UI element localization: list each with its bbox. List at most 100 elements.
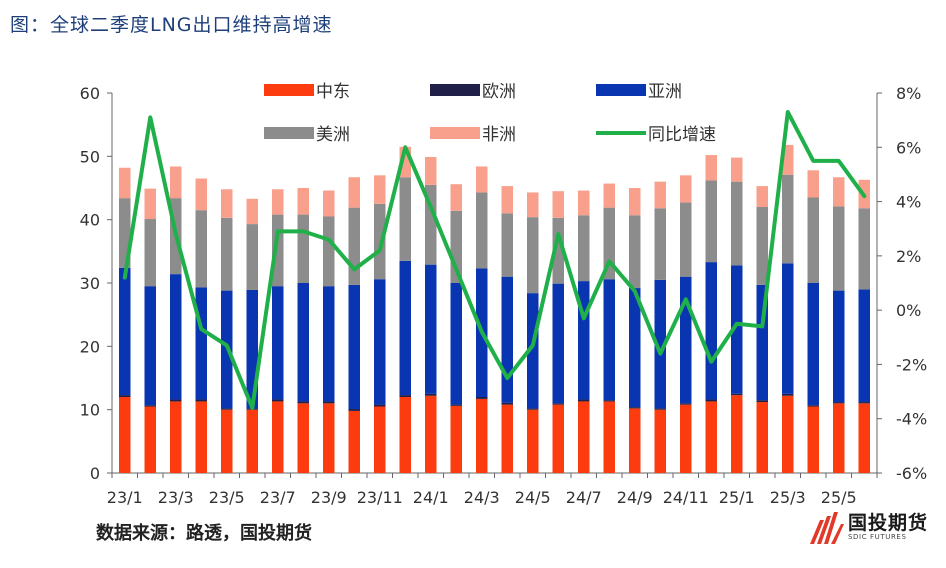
bar-segment xyxy=(144,219,156,287)
bar-segment xyxy=(501,404,513,473)
bar-segment xyxy=(603,207,615,280)
bar-segment xyxy=(425,393,437,396)
legend-swatch xyxy=(430,84,480,96)
legend-label: 同比增速 xyxy=(648,125,716,145)
bar-segment xyxy=(807,405,819,407)
legend-label: 非洲 xyxy=(482,125,516,145)
source-note: 数据来源：路透，国投期货 xyxy=(96,523,312,544)
bar-segment xyxy=(858,208,870,290)
bar-segment xyxy=(221,408,233,410)
bar-segment xyxy=(807,406,819,473)
y2-tick-label: 6% xyxy=(896,138,921,157)
bar-segment xyxy=(323,190,335,217)
x-tick-label: 23/7 xyxy=(260,488,296,507)
bar-segment xyxy=(782,263,794,394)
bar-segment xyxy=(297,401,309,404)
bar-segment xyxy=(195,178,207,211)
bar-segment xyxy=(170,399,182,402)
bar-segment xyxy=(348,177,360,208)
bar-segment xyxy=(119,167,131,199)
bar-segment xyxy=(629,408,641,473)
bar-segment xyxy=(246,289,258,409)
bar-segment xyxy=(782,144,794,175)
bar-segment xyxy=(833,290,845,403)
bar-segment xyxy=(476,192,488,269)
bar-segment xyxy=(425,395,437,473)
bar-segment xyxy=(399,397,411,473)
bar-segment xyxy=(552,404,564,473)
bar-segment xyxy=(399,177,411,261)
bar-segment xyxy=(374,279,386,405)
bar-segment xyxy=(399,395,411,397)
bar-segment xyxy=(323,403,335,473)
bar-segment xyxy=(705,180,717,263)
bar-segment xyxy=(272,214,284,287)
bar-segment xyxy=(272,189,284,215)
legend-swatch xyxy=(596,84,646,96)
bar-segment xyxy=(119,395,131,397)
bar-segment xyxy=(144,405,156,407)
bar-segment xyxy=(833,403,845,473)
y2-tick-label: -4% xyxy=(896,410,927,429)
bar-segment xyxy=(425,184,437,265)
bar-segment xyxy=(578,215,590,282)
bar-segment xyxy=(323,401,335,404)
bar-segment xyxy=(603,279,615,401)
page-title: 图：全球二季度LNG出口维持高增速 xyxy=(10,14,333,36)
bar-segment xyxy=(705,399,717,402)
bar-segment xyxy=(603,401,615,473)
bar-segment xyxy=(756,207,768,285)
bar-segment xyxy=(272,399,284,402)
bar-segment xyxy=(348,207,360,285)
bar-segment xyxy=(680,404,692,473)
bar-segment xyxy=(731,157,743,182)
y-tick-label: 20 xyxy=(80,337,100,356)
legend-label: 亚洲 xyxy=(648,82,682,102)
x-tick-label: 24/5 xyxy=(515,488,551,507)
bar-segment xyxy=(680,202,692,277)
bar-segment xyxy=(399,260,411,396)
bar-segment xyxy=(221,409,233,473)
bar-segment xyxy=(450,283,462,405)
bar-segment xyxy=(323,286,335,402)
bar-segment xyxy=(170,401,182,473)
bar-segment xyxy=(858,403,870,473)
bar-segment xyxy=(603,183,615,208)
y-tick-label: 60 xyxy=(80,84,100,103)
x-tick-label: 24/11 xyxy=(663,488,709,507)
bar-segment xyxy=(705,155,717,181)
bar-segment xyxy=(527,293,539,409)
bar-segment xyxy=(195,210,207,288)
bar-segment xyxy=(680,175,692,203)
bar-segment xyxy=(782,395,794,473)
bar-segment xyxy=(705,401,717,473)
bar-segment xyxy=(833,177,845,207)
bar-segment xyxy=(374,175,386,204)
bar-segment xyxy=(195,401,207,473)
x-tick-label: 23/1 xyxy=(107,488,143,507)
legend-swatch xyxy=(264,84,314,96)
bar-segment xyxy=(450,405,462,473)
bar-segment xyxy=(756,186,768,207)
bar-segment xyxy=(144,406,156,473)
x-tick-label: 25/5 xyxy=(821,488,857,507)
bar-segment xyxy=(246,409,258,473)
bar-segment xyxy=(858,289,870,403)
bar-segment xyxy=(374,203,386,280)
bar-segment xyxy=(144,188,156,220)
sdic-logo-icon xyxy=(810,512,844,544)
bar-segment xyxy=(858,402,870,404)
bar-segment xyxy=(144,286,156,406)
bar-segment xyxy=(654,208,666,280)
y-tick-label: 0 xyxy=(90,464,100,483)
bar-segment xyxy=(833,402,845,404)
bar-segment xyxy=(680,276,692,404)
x-tick-label: 23/11 xyxy=(357,488,403,507)
bar-segment xyxy=(501,276,513,403)
bar-segment xyxy=(654,409,666,473)
logo-name: 国投期货 xyxy=(848,512,929,534)
x-tick-label: 23/5 xyxy=(209,488,245,507)
bar-segment xyxy=(629,215,641,289)
bar-segment xyxy=(501,402,513,405)
